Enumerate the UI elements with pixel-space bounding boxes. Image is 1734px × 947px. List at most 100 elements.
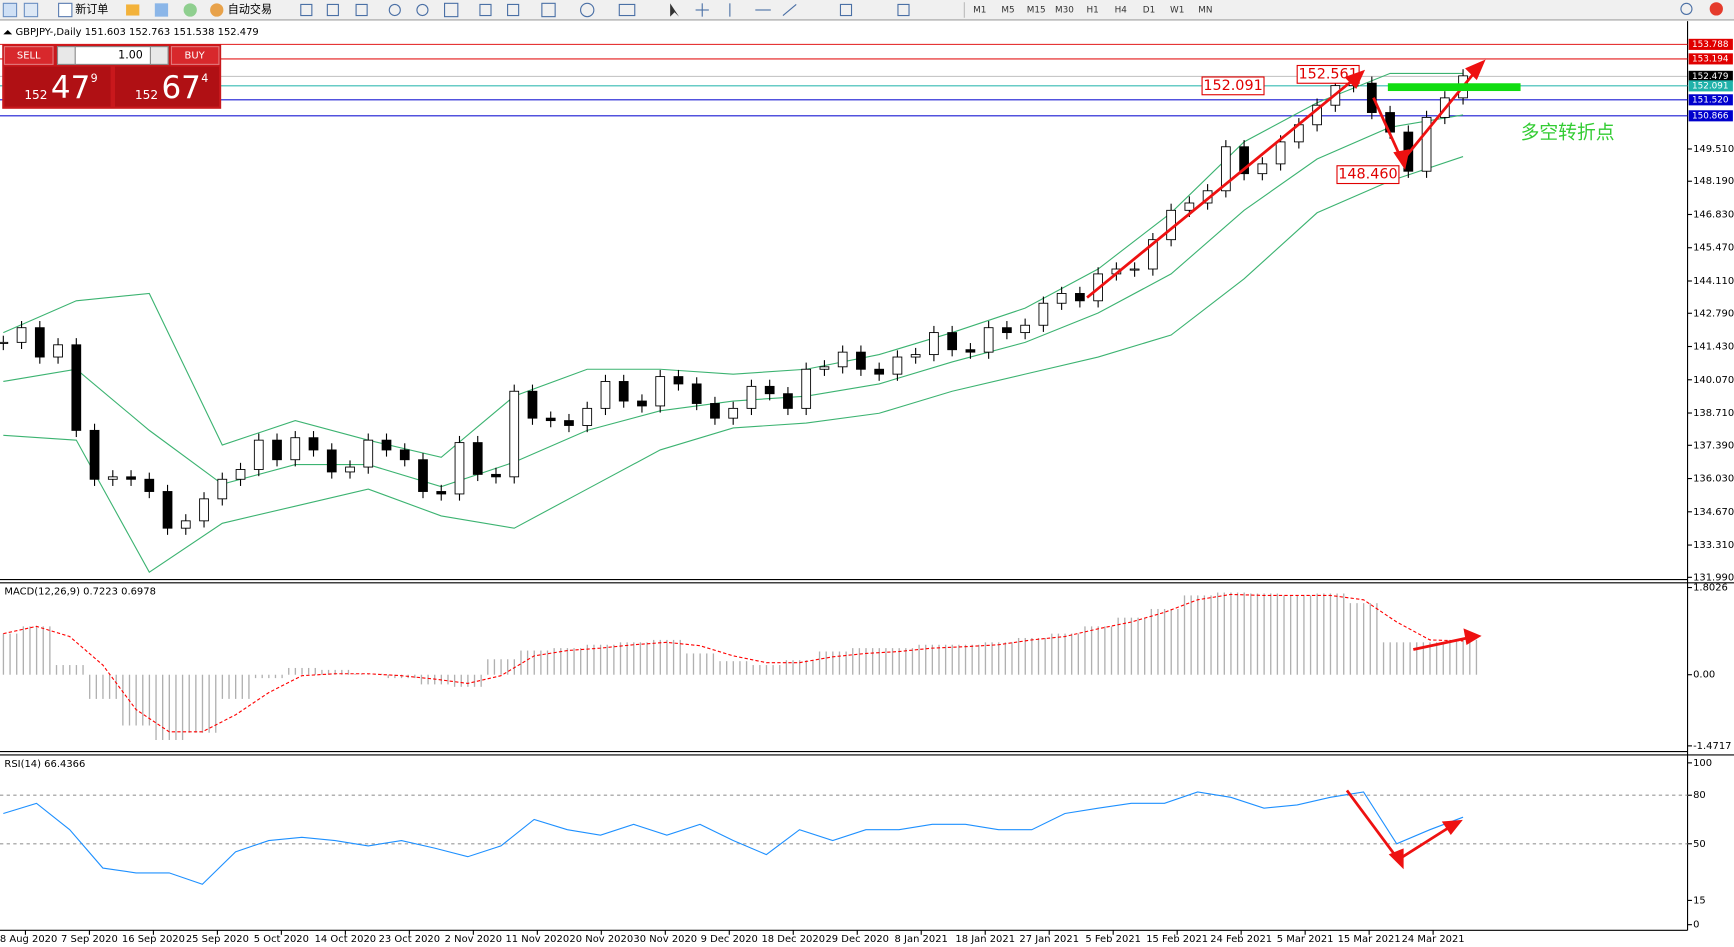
chart-window [0, 21, 1734, 947]
icon[interactable] [839, 3, 853, 17]
macd-bar [520, 650, 522, 675]
macd-bar [759, 665, 761, 675]
icon[interactable] [897, 3, 910, 17]
symbol-marker [3, 29, 13, 35]
candle [418, 459, 428, 492]
macd-bar [765, 665, 768, 675]
timeframe-button[interactable]: D1 [1143, 5, 1155, 15]
icon[interactable] [2, 2, 18, 18]
macd-bar [341, 669, 343, 675]
macd-bar [639, 642, 642, 675]
macd-bar [925, 644, 927, 675]
macd-bar [1296, 595, 1298, 675]
candle [1148, 239, 1158, 270]
icon[interactable] [300, 3, 313, 17]
y-tick-label: 133.310 [1693, 540, 1734, 551]
icon[interactable] [507, 3, 520, 17]
macd-bar [414, 674, 416, 679]
icon[interactable] [23, 2, 39, 18]
auto-trading-button[interactable]: 自动交易 [228, 2, 272, 16]
macd-bar [1449, 639, 1451, 675]
timeframe-button[interactable]: H1 [1086, 5, 1098, 15]
macd-bar [1130, 617, 1133, 675]
sell-button[interactable] [3, 46, 54, 65]
notification-icon[interactable] [1709, 2, 1723, 16]
candle [1366, 82, 1377, 113]
search-icon[interactable] [1680, 2, 1693, 15]
x-tick-label: 2 Nov 2020 [445, 934, 502, 945]
cursor-icon[interactable] [670, 3, 680, 17]
candle [564, 420, 574, 426]
timeframe-button[interactable]: M5 [1001, 5, 1014, 15]
candle [837, 351, 848, 368]
level-label: 153.194 [1692, 54, 1729, 64]
macd-bar [832, 651, 834, 675]
timeframe-button[interactable]: W1 [1170, 5, 1184, 15]
icon[interactable] [126, 4, 140, 16]
icon[interactable] [479, 3, 492, 17]
candle [710, 403, 720, 419]
sell-label[interactable]: SELL [17, 51, 41, 62]
candle [436, 491, 447, 495]
buy-label[interactable]: BUY [185, 51, 206, 62]
ask-box[interactable] [115, 66, 219, 107]
candle [527, 390, 538, 419]
icon[interactable] [618, 3, 636, 17]
candle [1002, 327, 1012, 334]
macd-bar [354, 673, 356, 675]
candle [1312, 104, 1322, 126]
macd-bar [102, 674, 104, 699]
level-label: 150.866 [1692, 111, 1729, 121]
x-tick-label: 18 Jan 2021 [955, 934, 1015, 945]
timeframe-button[interactable]: M15 [1027, 5, 1046, 15]
icon[interactable] [541, 2, 556, 18]
lot-value[interactable]: 1.00 [118, 48, 143, 61]
buy-button[interactable] [170, 46, 220, 65]
icon[interactable] [326, 3, 339, 17]
bid-point: 9 [91, 72, 98, 85]
candle [874, 368, 885, 375]
icon[interactable] [183, 3, 197, 17]
level-label-bg [1688, 94, 1733, 106]
icon[interactable] [154, 3, 169, 17]
timeframe-button[interactable]: MN [1198, 5, 1212, 15]
candle [272, 439, 282, 461]
candle [34, 327, 45, 358]
macd-bar [1051, 633, 1053, 675]
macd-bar [586, 644, 588, 675]
timeframe-button[interactable]: M1 [973, 5, 986, 15]
auto-trading-icon[interactable] [210, 3, 224, 17]
candle [947, 332, 958, 351]
icon[interactable] [580, 2, 595, 18]
candle [1056, 293, 1067, 304]
y-tick-label: 134.670 [1693, 507, 1734, 518]
new-order-icon[interactable] [58, 2, 73, 18]
y-tick-label: 146.830 [1693, 209, 1734, 220]
macd-bar [1349, 603, 1352, 675]
timeframe-button[interactable]: H4 [1115, 5, 1128, 15]
icon[interactable] [388, 3, 401, 17]
macd-bar [845, 651, 847, 675]
x-tick-label: 30 Nov 2020 [633, 934, 697, 945]
macd-bar [55, 665, 58, 675]
icon[interactable] [416, 3, 429, 17]
macd-bar [175, 674, 177, 741]
macd-bar [1090, 626, 1093, 675]
timeframe-button[interactable]: M30 [1055, 5, 1074, 15]
bid-box[interactable] [4, 66, 111, 107]
arrow [1345, 789, 1401, 862]
macd-bar [1004, 642, 1007, 675]
macd-bar [1017, 637, 1020, 675]
macd-bar [1455, 639, 1458, 675]
macd-bar [155, 674, 157, 741]
lot-up[interactable] [149, 46, 169, 65]
icon[interactable] [355, 3, 368, 17]
macd-bar [35, 626, 38, 675]
icon[interactable] [444, 2, 459, 18]
x-tick-label: 5 Feb 2021 [1085, 934, 1141, 945]
macd-bar [911, 648, 914, 675]
macd-bar [241, 674, 243, 699]
lot-down[interactable] [56, 46, 76, 65]
new-order-button[interactable]: 新订单 [75, 2, 108, 16]
icon[interactable] [782, 4, 797, 16]
